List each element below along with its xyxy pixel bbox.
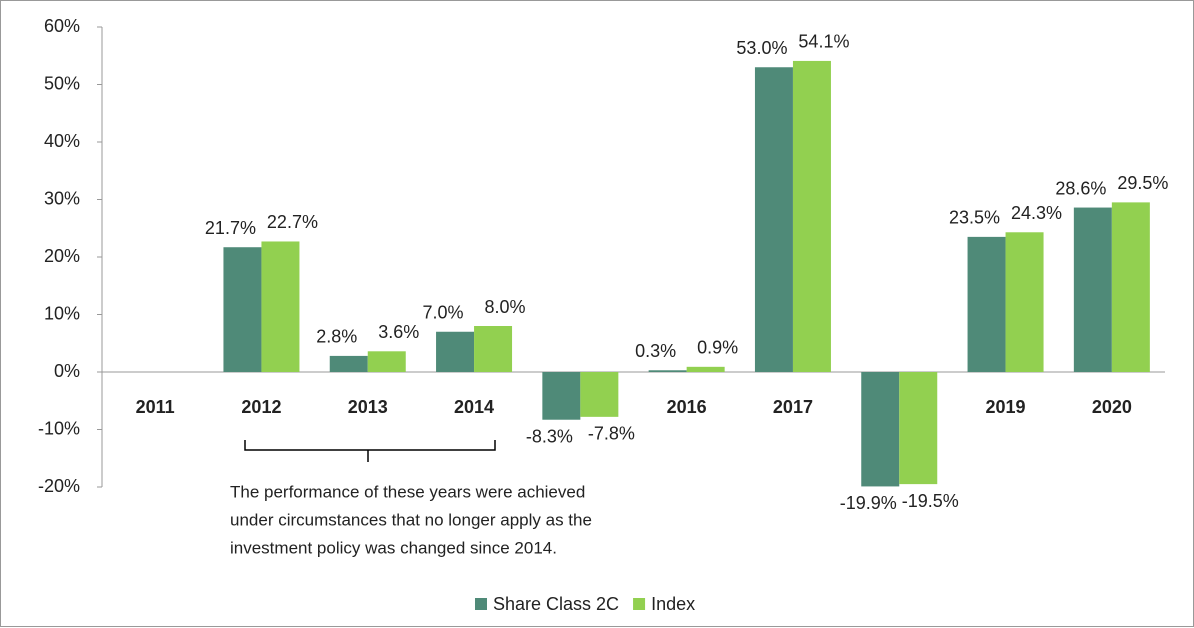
data-label: -8.3% [526,426,573,446]
data-label: 29.5% [1117,173,1168,193]
bar [436,331,475,372]
x-tick-label: 2014 [454,397,494,417]
x-tick-label: 2020 [1092,397,1132,417]
bar [899,372,938,485]
bar [686,366,725,372]
data-label: -19.9% [840,493,897,513]
legend-label: Share Class 2C [493,594,619,614]
bar [580,372,619,417]
data-label: -19.5% [902,491,959,511]
bar [474,326,513,372]
x-tick-label: 2019 [986,397,1026,417]
data-label: 23.5% [949,208,1000,228]
bar [1005,232,1044,372]
bar [648,370,687,372]
data-label: 0.3% [635,341,676,361]
y-tick-label: 20% [44,246,80,266]
x-tick-label: 2016 [667,397,707,417]
x-tick-label: 2012 [241,397,281,417]
legend-swatch [475,598,487,610]
y-tick-label: 0% [54,361,80,381]
data-label: 2.8% [316,327,357,347]
bar [261,241,300,372]
data-label: 54.1% [798,32,849,52]
y-tick-label: 30% [44,188,80,208]
y-tick-label: -10% [38,418,80,438]
bar [754,67,793,372]
data-label: 24.3% [1011,203,1062,223]
bar [967,236,1006,372]
data-label: 22.7% [267,212,318,232]
y-tick-label: 50% [44,73,80,93]
y-tick-label: 60% [44,16,80,36]
y-tick-label: -20% [38,476,80,496]
y-tick-label: 10% [44,303,80,323]
x-tick-label: 2011 [136,397,175,417]
bar [792,60,831,373]
data-label: 21.7% [205,218,256,238]
data-label: 28.6% [1055,178,1106,198]
data-label: 7.0% [423,303,464,323]
data-label: 53.0% [736,38,787,58]
bracket [244,440,496,462]
annotation: under circumstances that no longer apply… [230,510,592,529]
legend-label: Index [651,594,695,614]
data-label: -7.8% [588,424,635,444]
annotation: The performance of these years were achi… [230,482,585,501]
bar [329,355,368,372]
bar [223,247,262,372]
bar [861,372,900,487]
y-tick-label: 40% [44,131,80,151]
annotation: investment policy was changed since 2014… [230,538,557,557]
x-tick-label: 2013 [348,397,388,417]
data-label: 8.0% [485,297,526,317]
bar [542,372,581,420]
bar [367,351,406,372]
x-tick-label: 2017 [773,397,813,417]
data-label: 0.9% [697,338,738,358]
bar [1111,202,1150,372]
legend-swatch [633,598,646,610]
bar [1073,207,1112,372]
data-label: 3.6% [378,322,419,342]
